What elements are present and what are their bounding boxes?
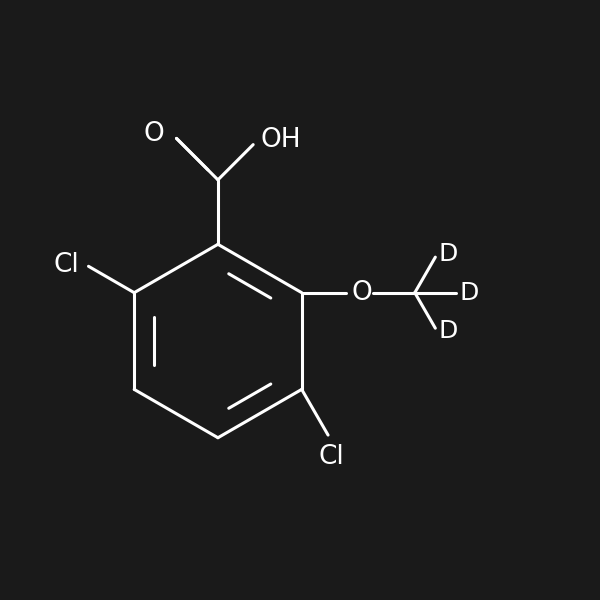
Text: D: D (439, 242, 458, 266)
Text: O: O (144, 121, 164, 147)
Text: Cl: Cl (53, 252, 79, 278)
Text: O: O (352, 280, 373, 305)
Text: OH: OH (261, 127, 302, 153)
Text: D: D (439, 319, 458, 343)
Text: Cl: Cl (318, 445, 344, 470)
Text: D: D (459, 281, 478, 305)
